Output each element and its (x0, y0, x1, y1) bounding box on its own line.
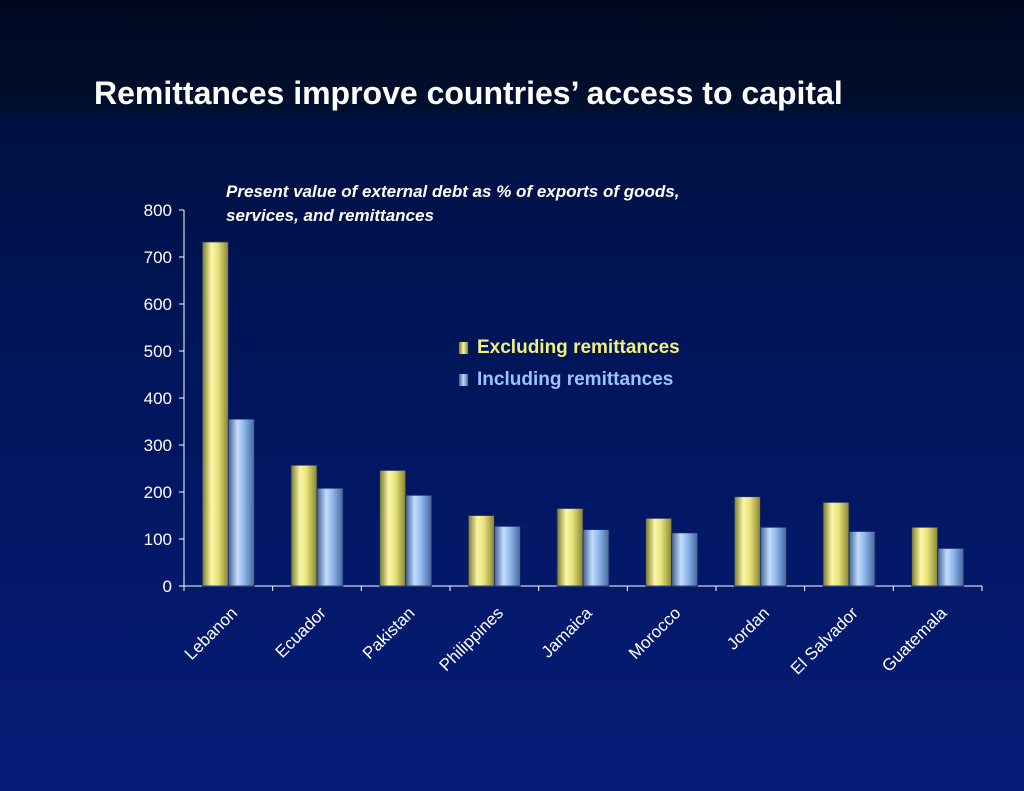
legend-swatch-excluding (458, 341, 469, 355)
bar-excluding-jamaica (556, 508, 584, 587)
x-tick-label: El Salvador (787, 603, 862, 678)
legend: Excluding remittances Including remittan… (458, 332, 680, 396)
bar-including-el-salvador (848, 531, 876, 587)
bars (201, 241, 965, 587)
bar-including-philippines (493, 525, 521, 587)
bar-including-pakistan (405, 494, 433, 587)
bar-excluding-guatemala (911, 526, 939, 587)
bar-including-guatemala (937, 548, 965, 587)
bar-excluding-pakistan (379, 469, 407, 587)
y-tick-label: 200 (144, 483, 172, 502)
bar-including-morocco (671, 532, 699, 587)
bar-including-jamaica (582, 529, 610, 587)
bar-including-ecuador (316, 487, 344, 587)
bar-excluding-philippines (467, 515, 495, 587)
y-tick-label: 600 (144, 295, 172, 314)
bar-excluding-ecuador (290, 464, 318, 587)
legend-label-excluding: Excluding remittances (477, 337, 680, 358)
y-tick-label: 100 (144, 530, 172, 549)
x-tick-label: Pakistan (359, 603, 419, 663)
chart-subtitle: Present value of external debt as % of e… (226, 182, 680, 225)
title-band (0, 0, 1024, 114)
y-tick-label: 0 (163, 577, 172, 596)
y-tick-label: 800 (144, 201, 172, 220)
x-tick-label: Morocco (625, 603, 685, 663)
x-tick-label: Philippines (436, 603, 508, 675)
y-axis: 0 100 200 300 400 500 600 700 800 (144, 201, 185, 596)
y-tick-label: 500 (144, 342, 172, 361)
legend-item-excluding: Excluding remittances (458, 332, 680, 364)
bar-excluding-el-salvador (822, 501, 850, 587)
y-tick-label: 400 (144, 389, 172, 408)
x-axis: Lebanon Ecuador Pakistan Philippines Jamaica… (181, 585, 983, 678)
slide-title: Remittances improve countries’ access to… (94, 75, 843, 111)
bar-including-jordan (759, 526, 787, 587)
x-tick-label: Lebanon (181, 603, 241, 663)
x-tick-label: Ecuador (272, 603, 330, 661)
legend-item-including: Including remittances (458, 364, 680, 396)
bar-excluding-jordan (733, 496, 761, 587)
bar-excluding-lebanon (201, 241, 229, 587)
legend-label-including: Including remittances (477, 369, 674, 390)
x-tick-label: Jamaica (538, 603, 597, 662)
x-tick-label: Guatemala (878, 603, 951, 676)
y-tick-label: 700 (144, 248, 172, 267)
y-tick-label: 300 (144, 436, 172, 455)
x-tick-label: Jordan (723, 603, 773, 653)
bar-excluding-morocco (645, 517, 673, 587)
bar-including-lebanon (227, 418, 255, 587)
legend-swatch-including (458, 373, 469, 387)
